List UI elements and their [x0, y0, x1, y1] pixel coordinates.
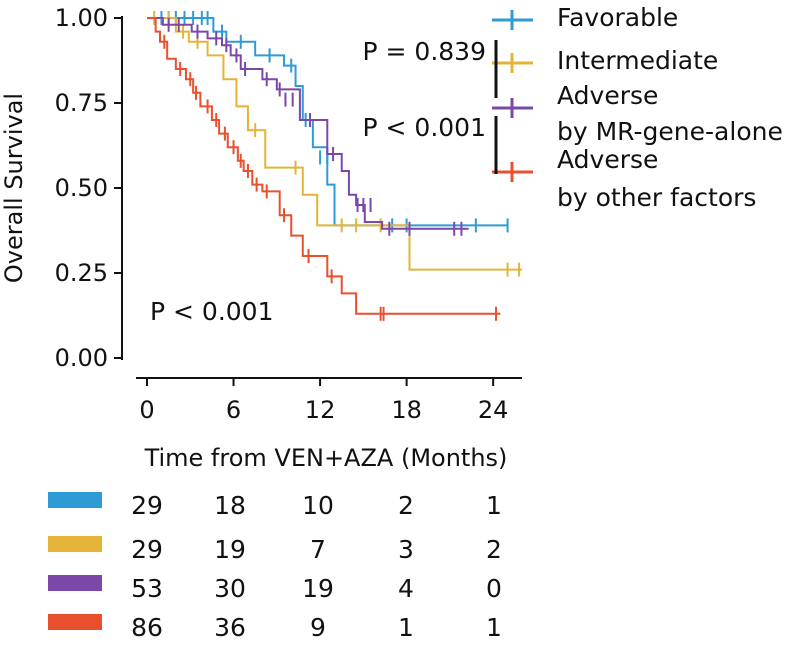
risk-count: 18 [214, 491, 246, 520]
risk-count: 36 [214, 613, 246, 640]
km-step-line [147, 17, 469, 230]
km-step-line [147, 17, 522, 271]
risk-count: 2 [486, 535, 502, 564]
risk-count: 29 [131, 491, 163, 520]
legend-label: by MR-gene-alone [557, 117, 783, 146]
risk-swatch [48, 536, 102, 552]
legend-item: Adverse by MR-gene-alone [492, 81, 783, 146]
legend-label: Intermediate [557, 46, 718, 75]
x-tick-label: 12 [305, 396, 336, 424]
risk-count: 19 [302, 574, 334, 603]
y-tick-label: 0.00 [55, 344, 108, 372]
x-tick-label: 24 [478, 396, 509, 424]
y-tick-label: 0.25 [55, 259, 108, 287]
legend-label: Favorable [557, 3, 678, 32]
km-step-line [147, 17, 508, 227]
risk-count: 86 [131, 613, 163, 640]
risk-count: 4 [398, 574, 414, 603]
y-tick-label: 0.75 [55, 89, 108, 117]
legend-label: Adverse [557, 145, 658, 174]
x-tick-label: 6 [226, 396, 241, 424]
risk-count: 2 [398, 491, 414, 520]
risk-count: 3 [398, 535, 414, 564]
risk-count: 1 [398, 613, 414, 640]
pvalue-label: P < 0.001 [363, 113, 487, 142]
risk-swatch [48, 492, 102, 508]
risk-count: 29 [131, 535, 163, 564]
risk-count: 9 [310, 613, 326, 640]
pvalue-label: P = 0.839 [363, 37, 487, 66]
km-series [147, 17, 469, 236]
y-tick-label: 1.00 [55, 4, 108, 32]
km-series [147, 17, 501, 321]
legend-item: Favorable [492, 3, 678, 32]
risk-count: 30 [214, 574, 246, 603]
risk-row: 86 36 9 1 1 [48, 613, 502, 642]
risk-count: 19 [214, 535, 246, 564]
risk-count: 53 [131, 574, 163, 603]
x-tick-label: 18 [391, 396, 422, 424]
y-axis-label: Overall Survival [0, 93, 28, 283]
risk-count: 0 [486, 574, 502, 603]
overall-pvalue-label: P < 0.001 [150, 297, 274, 326]
risk-row: 29 19 7 3 2 [48, 535, 502, 564]
x-tick-label: 0 [139, 396, 154, 424]
legend-label: Adverse [557, 81, 658, 110]
risk-row: 53 30 19 4 0 [48, 574, 502, 603]
risk-count: 1 [486, 613, 502, 640]
y-tick-label: 0.50 [55, 174, 108, 202]
legend-item: Adverse by other factors [492, 145, 756, 212]
risk-row: 29 18 10 2 1 [48, 491, 502, 520]
risk-count: 1 [486, 491, 502, 520]
legend-item: Intermediate [492, 46, 718, 75]
risk-swatch [48, 575, 102, 591]
risk-count: 10 [302, 491, 334, 520]
risk-swatch [48, 614, 102, 630]
x-axis-label: Time from VEN+AZA (Months) [144, 444, 508, 472]
risk-count: 7 [310, 535, 326, 564]
legend-label: by other factors [557, 183, 756, 212]
